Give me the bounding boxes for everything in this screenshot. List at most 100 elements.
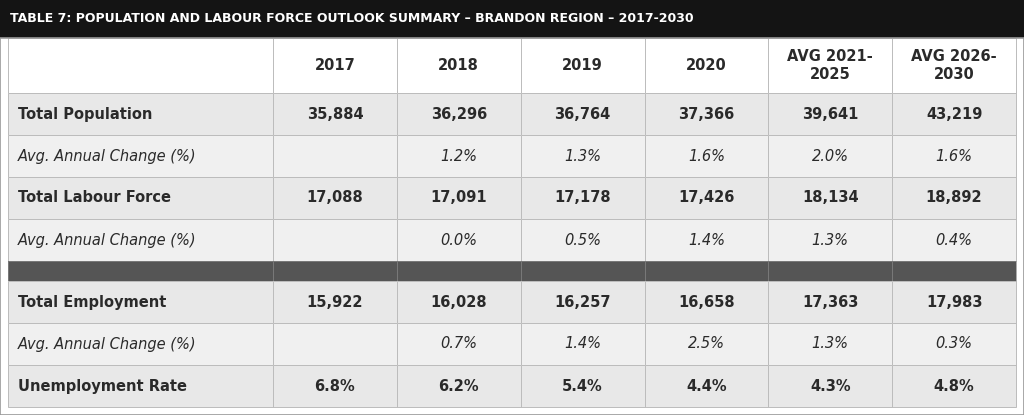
Bar (892, 38, 1016, 93)
Text: 0.7%: 0.7% (440, 337, 477, 352)
Bar (520, 38, 644, 93)
Bar (397, 261, 520, 281)
Bar (768, 261, 892, 281)
Text: 2.5%: 2.5% (688, 337, 725, 352)
Bar (273, 219, 397, 261)
Bar (644, 93, 768, 135)
Bar (644, 135, 768, 177)
Bar (768, 281, 892, 323)
Bar (520, 177, 644, 219)
Bar (644, 323, 768, 365)
Bar (644, 323, 768, 365)
Bar (273, 38, 397, 93)
Text: 16,028: 16,028 (430, 295, 487, 310)
Text: 17,983: 17,983 (926, 295, 982, 310)
Bar (644, 219, 768, 261)
Bar (768, 365, 892, 407)
Text: 18,892: 18,892 (926, 190, 982, 205)
Bar (8, 323, 273, 365)
Bar (397, 281, 520, 323)
Text: 16,257: 16,257 (554, 295, 611, 310)
Bar (273, 323, 397, 365)
Bar (892, 365, 1016, 407)
Text: 39,641: 39,641 (802, 107, 858, 122)
Text: Avg. Annual Change (%): Avg. Annual Change (%) (18, 149, 197, 164)
Text: 18,134: 18,134 (802, 190, 858, 205)
Bar (8, 38, 273, 93)
Bar (8, 365, 273, 407)
Bar (397, 261, 520, 281)
Bar (397, 219, 520, 261)
Text: 1.6%: 1.6% (936, 149, 973, 164)
Bar (520, 261, 644, 281)
Bar (644, 38, 768, 93)
Bar (644, 38, 768, 93)
Bar (644, 261, 768, 281)
Bar (397, 135, 520, 177)
Text: 4.3%: 4.3% (810, 378, 851, 393)
Text: 6.8%: 6.8% (314, 378, 355, 393)
Text: Unemployment Rate: Unemployment Rate (18, 378, 187, 393)
Text: 1.6%: 1.6% (688, 149, 725, 164)
Text: 43,219: 43,219 (926, 107, 982, 122)
Bar (520, 135, 644, 177)
Text: AVG 2026-
2030: AVG 2026- 2030 (911, 49, 997, 82)
Bar (768, 135, 892, 177)
Bar (520, 323, 644, 365)
Bar (273, 261, 397, 281)
Bar (892, 323, 1016, 365)
Bar (520, 38, 644, 93)
Bar (644, 365, 768, 407)
Text: 37,366: 37,366 (678, 107, 734, 122)
Bar (397, 365, 520, 407)
Bar (520, 365, 644, 407)
Text: 6.2%: 6.2% (438, 378, 479, 393)
Text: 2019: 2019 (562, 58, 603, 73)
Bar (273, 135, 397, 177)
Bar (768, 38, 892, 93)
Bar (892, 219, 1016, 261)
Bar (644, 281, 768, 323)
Text: 17,178: 17,178 (554, 190, 611, 205)
Bar (8, 135, 273, 177)
Text: 0.0%: 0.0% (440, 232, 477, 247)
Text: 0.5%: 0.5% (564, 232, 601, 247)
Bar (520, 281, 644, 323)
Text: 1.4%: 1.4% (564, 337, 601, 352)
Bar (273, 281, 397, 323)
Text: 17,088: 17,088 (306, 190, 364, 205)
Bar (892, 38, 1016, 93)
Text: 2.0%: 2.0% (812, 149, 849, 164)
Bar (644, 177, 768, 219)
Bar (397, 365, 520, 407)
Bar (644, 93, 768, 135)
Bar (273, 93, 397, 135)
Bar (397, 323, 520, 365)
Bar (768, 93, 892, 135)
Text: Avg. Annual Change (%): Avg. Annual Change (%) (18, 232, 197, 247)
Bar (892, 365, 1016, 407)
Text: Total Labour Force: Total Labour Force (18, 190, 171, 205)
Text: 0.4%: 0.4% (936, 232, 973, 247)
Bar (892, 261, 1016, 281)
Text: 4.4%: 4.4% (686, 378, 727, 393)
Bar (768, 177, 892, 219)
Bar (397, 281, 520, 323)
Bar (768, 177, 892, 219)
Text: 2020: 2020 (686, 58, 727, 73)
Bar (892, 281, 1016, 323)
Bar (768, 219, 892, 261)
Bar (8, 261, 273, 281)
Bar (892, 135, 1016, 177)
Bar (8, 93, 273, 135)
Bar (892, 261, 1016, 281)
Bar (8, 219, 273, 261)
Bar (273, 93, 397, 135)
Bar (768, 219, 892, 261)
Bar (644, 219, 768, 261)
Bar (397, 135, 520, 177)
Bar (768, 323, 892, 365)
Text: Total Employment: Total Employment (18, 295, 166, 310)
Bar (0, 0, 1024, 38)
Bar (273, 365, 397, 407)
